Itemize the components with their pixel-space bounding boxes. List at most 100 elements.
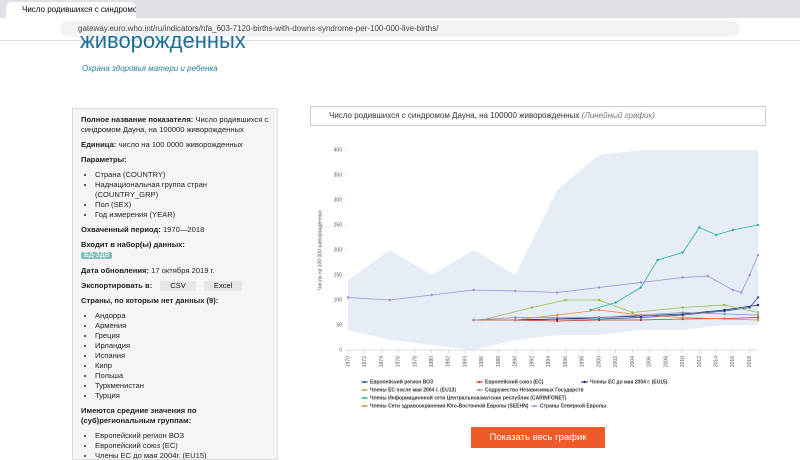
point: [597, 316, 601, 319]
list-item: Наднациональная группа стран (COUNTRY_GR…: [95, 180, 269, 200]
y-tick-label: 50: [336, 322, 342, 328]
x-tick-label: 1972: [362, 356, 368, 367]
y-axis-label: Число на 100 000 живорожденных: [317, 210, 323, 290]
badge[interactable]: БД-ЗДВ: [81, 252, 113, 259]
y-tick-label: 150: [334, 272, 343, 278]
x-tick-label: 1992: [529, 356, 535, 367]
label: Параметры:: [81, 155, 127, 164]
x-tick-label: 1982: [446, 356, 452, 367]
point: [748, 306, 751, 309]
legend-marker: [363, 388, 366, 392]
legend-label: Европейский регион ВОЗ: [370, 378, 433, 385]
label[interactable]: Страны, по которым нет данных (9):: [81, 296, 219, 305]
x-tick-label: 1988: [496, 356, 502, 367]
dropdown[interactable]: Число родившихся с синдромом Дауна, на 1…: [310, 106, 766, 126]
point: [756, 318, 760, 322]
export-button[interactable]: CSV: [160, 281, 196, 291]
range-band: [348, 150, 758, 350]
list-item: Андорра: [95, 311, 269, 321]
list-item: Страна (COUNTRY): [95, 170, 269, 180]
legend-marker: [478, 388, 481, 392]
legend-marker: [363, 404, 366, 408]
list-item: Члены ЕС до мая 2004г. (EU15): [95, 451, 269, 459]
y-tick-label: 200: [334, 247, 343, 253]
tab[interactable]: Число родившихся с синдромо: [6, 2, 136, 18]
point: [756, 296, 760, 299]
point: [597, 318, 601, 322]
legend-marker: [583, 380, 586, 384]
legend-label: Члены ЕС до мая 2004 г. (EU15): [590, 379, 668, 385]
x-tick-label: 1996: [563, 356, 569, 367]
series-line: [473, 312, 759, 321]
point: [698, 226, 701, 229]
y-tick-label: 100: [334, 297, 343, 303]
legend-label: Члены Сети здравоохранения Юго-Восточной…: [370, 402, 529, 409]
list-item: Польша: [95, 371, 269, 381]
point: [430, 293, 433, 297]
point: [388, 298, 392, 302]
point: [748, 273, 751, 277]
point: [723, 317, 726, 321]
show-all-button[interactable]: Показать весь график: [471, 427, 605, 448]
point: [555, 319, 559, 323]
x-tick-label: 1980: [429, 356, 435, 367]
x-tick-label: 2014: [713, 356, 719, 367]
point: [639, 281, 643, 284]
list-item: Армения: [95, 321, 269, 331]
x-tick-label: 1986: [479, 356, 485, 367]
list-item: Ирландия: [95, 341, 269, 351]
x-tick-label: 2012: [697, 356, 703, 367]
x-tick-label: 1974: [379, 356, 385, 367]
point: [597, 308, 601, 312]
point: [555, 291, 559, 294]
point: [714, 233, 718, 237]
list-item: Европейский регион ВОЗ: [95, 431, 269, 441]
label[interactable]: Имеются средние значения по (суб)региона…: [81, 406, 197, 425]
list-item: Испания: [95, 351, 269, 361]
series-line: [347, 254, 759, 301]
value: 1970—2018: [162, 225, 205, 234]
list-item: Пол (SEX): [95, 200, 269, 210]
point: [756, 223, 760, 227]
list-item: Турция: [95, 391, 269, 401]
value: Число родившихся с синдромом Дауна, на 1…: [81, 115, 269, 134]
point: [639, 286, 643, 289]
point: [639, 313, 643, 317]
x-tick-label: 2002: [613, 356, 619, 367]
value: 17 октября 2019 г.: [151, 266, 215, 275]
x-tick-label: 1970: [345, 356, 351, 367]
point: [597, 286, 601, 289]
point: [723, 308, 726, 312]
list: Страна (COUNTRY)Наднациональная группа с…: [81, 170, 269, 220]
list-item: Кипр: [95, 361, 269, 371]
export-button[interactable]: Excel: [203, 281, 243, 291]
y-tick-label: 300: [334, 197, 343, 203]
point: [555, 313, 559, 317]
point: [681, 276, 684, 279]
legend-label: Члены Информационной сети Центральноазиа…: [370, 394, 567, 401]
label: Полное название показателя:: [81, 115, 194, 124]
point: [472, 318, 475, 322]
address-bar: gateway.euro.who.int/ru/indicators/hfa_6…: [0, 18, 800, 41]
page-title: живорожденных: [80, 28, 246, 53]
point: [614, 301, 617, 304]
x-tick-label: 2000: [596, 356, 602, 367]
x-tick-label: 1998: [580, 356, 586, 367]
list-item: Греция: [95, 331, 269, 341]
url[interactable]: gateway.euro.who.int/ru/indicators/hfa_6…: [60, 21, 740, 37]
point: [756, 253, 760, 257]
legend-label: Страны Северной Европы: [540, 402, 606, 409]
x-tick-label: 2004: [630, 356, 636, 367]
y-tick-label: 250: [334, 222, 343, 228]
subtitle: Охрана здоровья матери и ребенка: [82, 64, 218, 73]
legend-marker: [478, 380, 481, 384]
legend-marker: [363, 380, 366, 384]
point: [706, 274, 709, 278]
point: [656, 258, 659, 262]
point: [723, 303, 726, 307]
point: [681, 251, 684, 254]
tab-bar: Число родившихся с синдромо: [0, 0, 800, 18]
x-tick-label: 1976: [396, 356, 402, 367]
list: АндорраАрменияГрецияИрландияИспанияКипрП…: [81, 311, 269, 401]
point: [472, 288, 475, 292]
